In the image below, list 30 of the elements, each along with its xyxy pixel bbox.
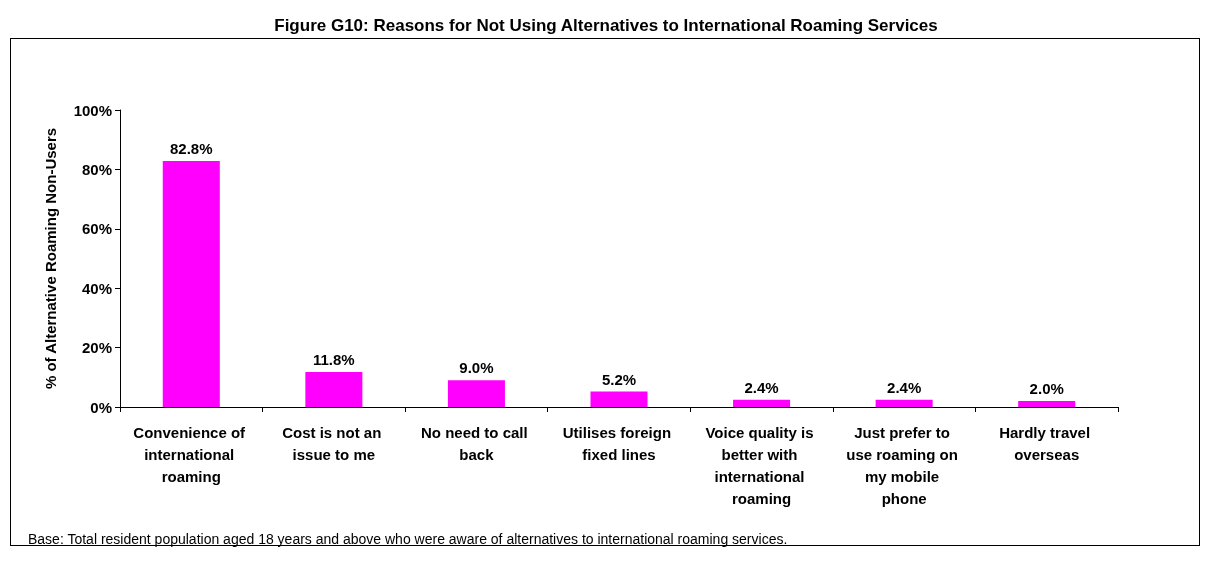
bar — [1018, 401, 1076, 407]
data-label: 5.2% — [601, 370, 637, 388]
y-tick-label: 100% — [73, 101, 112, 119]
y-axis-title: % of Alternative Roaming Non-Users — [42, 127, 59, 390]
y-tick-label: 0% — [90, 398, 112, 416]
x-tick-label: Just prefer to use roaming on my mobile phone — [846, 423, 963, 507]
x-tick-label: Convenience of international roaming — [133, 423, 250, 485]
data-label: 9.0% — [459, 359, 494, 377]
bar — [162, 161, 220, 407]
data-label: 11.8% — [313, 350, 355, 368]
bar — [590, 391, 648, 407]
x-tick-label: No need to call back — [421, 423, 532, 463]
data-label: 82.8% — [170, 140, 213, 158]
bar — [733, 399, 791, 407]
y-tick-label: 80% — [81, 160, 112, 178]
text: Base: Total resident population aged 18 years and above who were aware of alternatives to international roaming services. — [28, 531, 788, 547]
chart-title: Figure G10: Reasons for Not Using Alternatives to International Roaming Services — [274, 16, 938, 35]
x-tick-label: Voice quality is better with international roaming — [705, 423, 818, 507]
x-tick-label: Utilises foreign fixed lines — [562, 423, 676, 463]
data-label: 2.4% — [744, 378, 779, 396]
x-tick-label: Hardly travel overseas — [999, 423, 1095, 463]
y-tick-label: 40% — [81, 279, 112, 297]
data-label: 2.0% — [1029, 380, 1064, 398]
bar — [447, 380, 505, 407]
y-tick-label: 60% — [81, 220, 112, 238]
x-tick-label: Cost is not an issue to me — [282, 423, 386, 463]
y-tick-label: 20% — [81, 339, 112, 357]
bar — [875, 399, 933, 407]
data-label: 2.4% — [887, 378, 922, 396]
bar — [305, 371, 363, 407]
